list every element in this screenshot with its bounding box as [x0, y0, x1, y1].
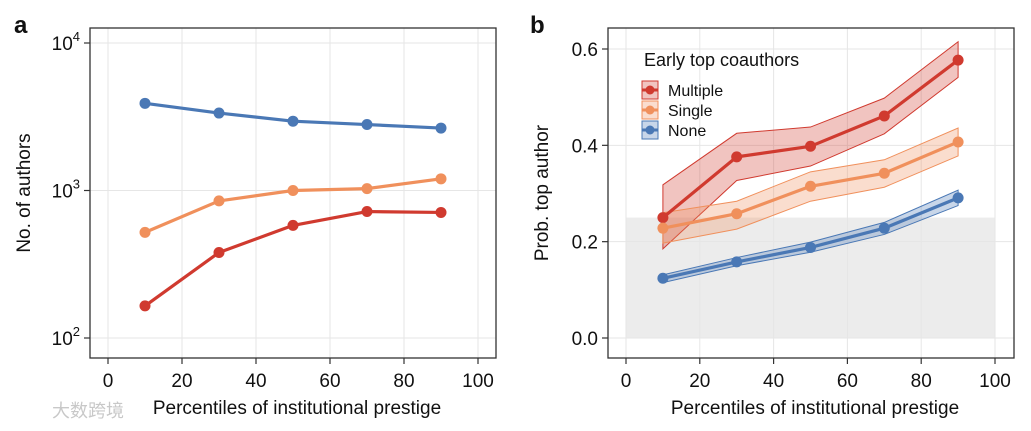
x-tick-label: 80 [911, 371, 932, 392]
data-point-none [435, 122, 447, 134]
x-tick-label: 40 [763, 371, 784, 392]
data-point-none [731, 256, 743, 268]
x-axis-label: Percentiles of institutional prestige [153, 398, 441, 419]
x-tick-label: 40 [245, 371, 266, 392]
y-tick-label: 0.2 [572, 233, 598, 254]
watermark: 大数跨境 [52, 401, 124, 421]
y-axis-label: Prob. top author [532, 124, 553, 261]
tick-base: 10 [52, 329, 73, 350]
data-point-multiple [139, 300, 151, 312]
data-point-none [657, 272, 669, 284]
data-point-multiple [435, 206, 447, 218]
panel-label: b [530, 12, 545, 39]
x-tick-label: 20 [171, 371, 192, 392]
x-tick-label: 60 [837, 371, 858, 392]
x-tick-label: 0 [621, 371, 632, 392]
data-point-single [878, 167, 890, 179]
data-point-multiple [287, 219, 299, 231]
data-point-multiple [657, 212, 669, 224]
x-tick-label: 80 [393, 371, 414, 392]
data-point-single [287, 185, 299, 196]
x-tick-label: 0 [103, 371, 114, 392]
tick-exponent: 2 [73, 324, 80, 339]
data-point-none [139, 97, 151, 109]
plot-frame [89, 27, 497, 359]
data-point-multiple [213, 246, 225, 258]
legend-marker [645, 125, 655, 135]
data-point-single [361, 183, 373, 195]
data-point-single [731, 208, 743, 220]
data-point-multiple [361, 206, 373, 218]
x-tick-label: 100 [462, 371, 494, 392]
legend-label-multiple: Multiple [668, 83, 723, 100]
data-point-single [139, 226, 151, 238]
data-point-none [361, 119, 373, 131]
data-point-multiple [952, 54, 964, 66]
tick-base: 10 [52, 182, 73, 203]
x-tick-label: 100 [979, 371, 1011, 392]
data-point-none [805, 241, 816, 253]
data-point-single [657, 222, 669, 234]
legend-title: Early top coauthors [644, 50, 799, 70]
y-tick-label: 102 [52, 324, 80, 350]
x-tick-label: 60 [319, 371, 340, 392]
legend-marker [645, 85, 655, 95]
legend-label-none: None [668, 123, 706, 140]
tick-base: 10 [52, 34, 73, 55]
y-axis-label: No. of authors [14, 133, 35, 252]
y-tick-label: 0.0 [572, 329, 598, 350]
panel-b: b 0 20 40 60 80 100 0.0 0.2 0.4 0.6 Percentiles of … [530, 12, 1015, 419]
legend: Early top coauthors Multiple Single None [641, 50, 799, 140]
data-point-none [878, 222, 890, 234]
data-point-none [287, 115, 299, 127]
legend-label-single: Single [668, 103, 713, 120]
y-tick-label: 0.6 [572, 40, 598, 61]
data-point-multiple [878, 110, 890, 122]
plot-frame [607, 27, 1015, 359]
tick-exponent: 4 [73, 29, 80, 44]
x-tick-label: 20 [689, 371, 710, 392]
data-point-single [435, 173, 447, 185]
data-point-none [213, 107, 225, 119]
y-tick-label: 103 [52, 177, 80, 203]
y-tick-label: 0.4 [572, 136, 599, 157]
tick-exponent: 3 [73, 177, 80, 192]
x-axis-label: Percentiles of institutional prestige [671, 398, 959, 419]
data-point-single [805, 180, 816, 192]
data-point-single [952, 136, 964, 148]
data-point-none [952, 192, 964, 204]
legend-marker [645, 105, 655, 115]
data-point-single [213, 195, 225, 207]
y-tick-label: 104 [52, 29, 80, 55]
data-point-multiple [731, 151, 743, 163]
panel-label: a [14, 12, 28, 39]
data-point-multiple [805, 140, 816, 152]
shaded-region [626, 217, 995, 338]
